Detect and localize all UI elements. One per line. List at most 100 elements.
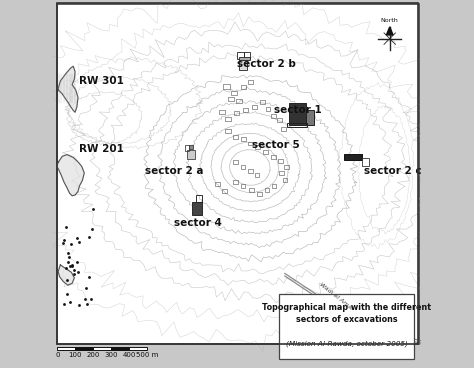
Text: 0: 0 xyxy=(55,352,60,358)
Point xyxy=(65,254,73,260)
Text: sector 2 c: sector 2 c xyxy=(364,166,421,176)
Point xyxy=(73,235,81,241)
Bar xyxy=(255,145,260,149)
Bar xyxy=(271,155,276,159)
Point xyxy=(82,284,90,290)
Point xyxy=(90,206,97,212)
Point xyxy=(70,271,78,277)
Point xyxy=(75,302,83,308)
Point xyxy=(87,296,95,302)
Point xyxy=(75,239,82,245)
Bar xyxy=(192,202,202,215)
Point xyxy=(66,263,74,269)
Text: sector 2 b: sector 2 b xyxy=(237,59,296,70)
Point xyxy=(67,241,74,247)
Bar xyxy=(248,142,253,145)
Text: North: North xyxy=(381,18,399,23)
Bar xyxy=(279,294,414,359)
Bar xyxy=(223,84,229,89)
Bar xyxy=(283,178,287,182)
Bar xyxy=(252,105,256,109)
Text: sector 1: sector 1 xyxy=(274,105,321,116)
Bar xyxy=(271,114,276,118)
Point xyxy=(60,237,68,243)
Bar xyxy=(93,347,111,350)
Point xyxy=(63,277,71,283)
Bar xyxy=(245,52,250,59)
Bar xyxy=(234,111,239,115)
Bar xyxy=(225,117,231,121)
Text: sector 4: sector 4 xyxy=(174,217,222,228)
Bar xyxy=(248,80,253,84)
Bar xyxy=(264,188,269,192)
Point xyxy=(64,291,71,297)
Bar xyxy=(57,347,75,350)
Point xyxy=(62,265,70,271)
Point xyxy=(85,234,93,240)
Bar xyxy=(189,145,193,149)
Bar xyxy=(231,91,237,95)
Point xyxy=(60,301,67,307)
Bar xyxy=(257,192,262,196)
Bar xyxy=(284,165,289,169)
Point xyxy=(64,250,72,256)
Bar xyxy=(215,182,220,186)
Text: 100: 100 xyxy=(69,352,82,358)
Bar xyxy=(243,108,248,112)
Text: Topographical map with the different
sectors of excavations: Topographical map with the different sec… xyxy=(262,303,431,324)
Text: 500 m: 500 m xyxy=(136,352,158,358)
Bar xyxy=(236,99,242,103)
Point xyxy=(60,240,67,245)
Point xyxy=(73,259,81,265)
Bar xyxy=(75,347,93,350)
Polygon shape xyxy=(57,155,84,196)
Text: RW 201: RW 201 xyxy=(79,144,124,154)
Bar xyxy=(241,85,246,89)
Bar xyxy=(233,180,238,184)
Bar xyxy=(187,150,195,159)
Text: Wadi el Amar: Wadi el Amar xyxy=(319,282,355,312)
Bar xyxy=(239,60,247,70)
Bar xyxy=(111,347,129,350)
Bar xyxy=(277,118,282,122)
Bar xyxy=(289,103,306,125)
Text: 300: 300 xyxy=(104,352,118,358)
Point xyxy=(88,226,96,232)
Bar xyxy=(239,57,250,60)
Bar xyxy=(344,154,362,160)
Point xyxy=(85,274,92,280)
Bar xyxy=(241,165,246,169)
Bar xyxy=(260,100,264,104)
Point xyxy=(67,298,74,304)
Polygon shape xyxy=(58,265,74,285)
Bar xyxy=(228,97,234,101)
Point xyxy=(62,224,69,230)
Text: 400: 400 xyxy=(122,352,136,358)
Bar xyxy=(272,184,276,188)
Bar xyxy=(362,158,369,166)
Point xyxy=(64,259,72,265)
Bar xyxy=(306,110,313,125)
Point xyxy=(68,263,75,269)
Bar xyxy=(241,184,246,188)
Bar xyxy=(241,137,246,141)
Bar xyxy=(248,169,253,173)
Bar xyxy=(233,160,238,164)
Bar xyxy=(255,173,259,177)
Bar xyxy=(263,150,267,154)
Polygon shape xyxy=(386,27,393,35)
Text: sector 2 a: sector 2 a xyxy=(145,166,203,176)
Bar xyxy=(221,189,227,193)
Bar xyxy=(279,171,284,175)
Bar xyxy=(249,188,254,192)
Text: RW 301: RW 301 xyxy=(79,76,124,86)
Bar xyxy=(233,135,238,139)
Bar xyxy=(225,129,231,133)
Bar xyxy=(129,347,147,350)
Text: (Mission Al-Rawda, october 2005): (Mission Al-Rawda, october 2005) xyxy=(285,340,408,347)
Text: sector 5: sector 5 xyxy=(252,140,300,151)
Polygon shape xyxy=(57,66,78,112)
Bar xyxy=(281,127,286,131)
Point xyxy=(74,269,82,275)
Bar xyxy=(185,145,189,151)
